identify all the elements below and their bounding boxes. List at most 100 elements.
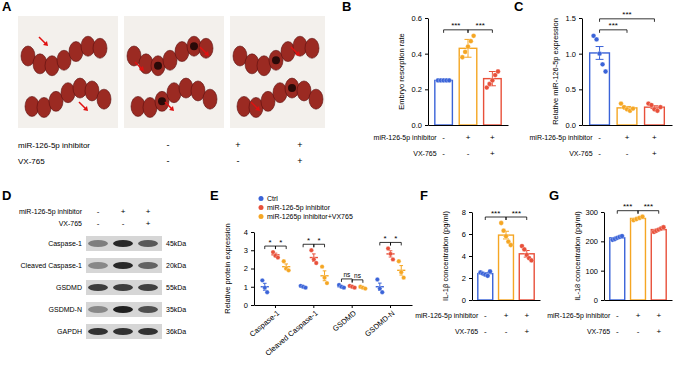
data-point [594,37,599,42]
legend-swatch [259,214,264,219]
data-point [286,268,290,272]
y-tick-mark [251,269,254,270]
error-cap [399,265,403,266]
treatment-sign: + [656,311,661,320]
significance-label: *** [491,209,500,218]
bar [645,107,665,125]
treatment-sign: - [505,327,508,336]
treatment-sign: - [484,327,487,336]
data-point [496,69,501,74]
embryo-site [199,38,213,58]
treatment-label: miR-126-5p inhibitor [530,134,594,142]
panel-d: DmiR-126-5p inhibitor-++VX-765--+Caspase… [2,188,186,339]
chart: G0100200300IL-18 concentration (pg/ml)**… [547,188,672,336]
x-axis: Caspase-1Cleaved Caspase-1GSDMDGSDMD-N [248,305,413,358]
significance-label: *** [623,202,632,211]
y-tick-label: 4 [244,228,248,237]
embryo-site [73,78,87,98]
arrow [291,47,298,54]
error-cap [312,253,316,254]
y-tick-label: 300 [585,208,598,217]
data-point [352,285,356,289]
y-tick: 200 [585,237,604,246]
marks [435,33,501,125]
significance-bracket [341,279,352,282]
y-tick: 0.0 [566,121,582,130]
error-bar [596,47,604,60]
x-tick-label: Cleaved Caspase-1 [263,309,319,358]
y-tick: 1.5 [566,14,582,23]
data-point [320,264,324,268]
x-axis [473,300,541,301]
y-tick: 0.0 [412,121,428,130]
arrow [165,102,172,109]
y-axis-title: Relative protein expression [223,223,232,313]
treatment-label: VX-765 [413,150,436,157]
blot-strip [86,280,162,295]
x-tick-label: Caspase-1 [248,309,282,339]
resorption-spot [272,56,280,64]
panel-label: A [2,0,12,14]
data-point [391,257,395,261]
treatment-sign: - [616,311,619,320]
blot-strip [86,236,162,251]
significance-label: *** [512,209,521,218]
blot-band [113,240,133,247]
y-tick-mark [469,256,472,257]
data-point [325,281,329,285]
x-tick: Cleaved Caspase-1 [263,305,319,358]
y-tick: 300 [585,208,604,217]
error-cap [323,270,327,271]
y-axis-title: IL-1β concentration (pg/ml) [441,211,450,301]
data-point [597,51,602,56]
treatment-sign: + [146,219,151,228]
error-bar [263,283,267,290]
treatment-sign: - [484,311,487,320]
error-cap [489,71,496,72]
significance-label: * [307,236,310,245]
y-tick-label: 200 [585,237,598,246]
y-tick-label: 4 [462,252,466,261]
y-tick: 4 [244,228,254,237]
x-axis-line [255,305,413,306]
treatment-sign: - [626,149,629,158]
y-tick-label: 100 [585,267,598,276]
treatment-label: VX-765 [455,328,478,335]
chart: F02468IL-1β concentration (pg/ml)******m… [415,188,540,336]
y-tick-mark [251,287,254,288]
y-tick-mark [579,18,582,19]
panel-label: B [342,0,351,14]
treatment-sign: + [636,311,641,320]
significance-label: *** [476,21,485,30]
data-point [265,290,269,294]
arrow [39,37,46,44]
photo-tile [18,16,118,128]
blot-band [113,306,133,313]
treatment-label: miR-126-5p inhibitor [19,208,83,216]
data-point [309,248,313,252]
y-tick-label: 1 [244,283,248,292]
data-point [342,285,346,289]
marks [590,33,665,125]
bar [499,235,514,300]
y-tick: 4 [462,252,472,261]
significance-label: ns [343,271,351,278]
y-tick: 3 [244,246,254,255]
treatment-sign: + [524,311,529,320]
resorption-spot [288,84,296,92]
error-cap [399,275,403,276]
significance-label: * [279,238,282,247]
panel-label: G [549,188,559,203]
blot-band [113,284,133,291]
error-cap [284,263,288,264]
error-bar [323,271,327,281]
photo-background [230,16,325,128]
y-tick-mark [469,300,472,301]
treatment-sign: - [122,219,125,228]
y-tick-label: 0.0 [566,121,576,130]
x-axis [583,125,673,126]
band-label: Caspase-1 [48,240,82,248]
y-tick-mark [251,232,254,233]
arrow-head [83,106,88,111]
bar [478,274,493,300]
